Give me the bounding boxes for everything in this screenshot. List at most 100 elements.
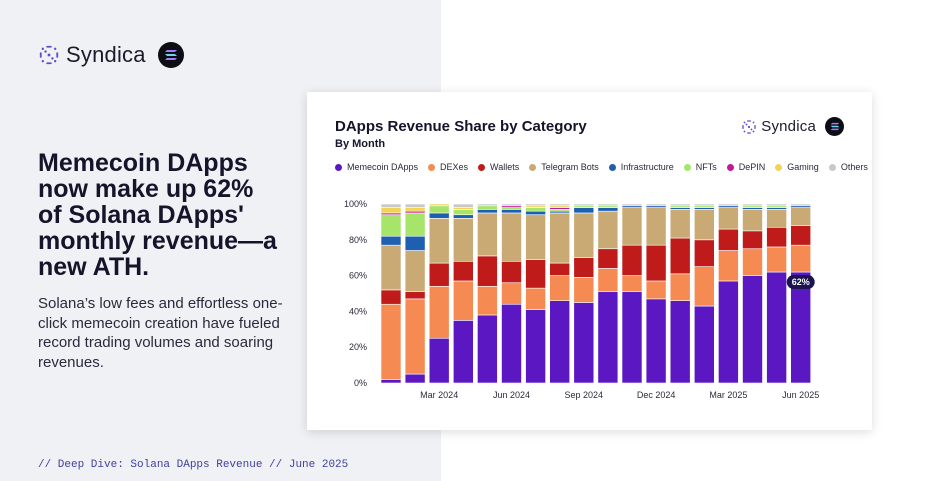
bar-segment-memecoin xyxy=(766,271,787,384)
solana-logo-icon xyxy=(157,42,184,68)
bar-segment-infrastructure xyxy=(477,209,498,214)
bar-segment-nfts xyxy=(453,209,474,216)
bar-segment-telegram xyxy=(573,212,595,258)
y-tick-label: 40% xyxy=(349,306,367,316)
bar-segment-memecoin xyxy=(621,291,643,384)
legend-item-nfts: NFTs xyxy=(683,162,717,172)
bar-segment-dexes xyxy=(693,266,715,307)
legend-swatch-others xyxy=(828,163,836,171)
bar-segment-dexes xyxy=(790,244,812,273)
legend-label-memecoin: Memecoin DApps xyxy=(347,162,419,172)
bar-segment-infrastructure xyxy=(380,235,402,246)
bar-segment-dexes xyxy=(742,248,763,276)
bar-segment-wallets xyxy=(549,262,570,276)
bar-segment-memecoin xyxy=(453,320,474,384)
bar-segment-telegram xyxy=(669,209,691,239)
bar-segment-others xyxy=(525,203,546,207)
bar-segment-memecoin xyxy=(573,302,595,384)
bar-segment-wallets xyxy=(477,255,498,287)
bar-segment-telegram xyxy=(549,212,570,264)
bar-segment-dexes xyxy=(404,298,426,375)
legend-swatch-depin xyxy=(726,163,734,171)
legend-swatch-memecoin xyxy=(335,163,342,171)
bar-segment-telegram xyxy=(693,209,715,241)
bar-segment-wallets xyxy=(790,225,812,246)
bar-segment-dexes xyxy=(501,282,522,305)
legend-item-wallets: Wallets xyxy=(478,162,519,172)
bar-segment-dexes xyxy=(718,250,739,282)
y-tick-label: 100% xyxy=(344,199,367,209)
bar-segment-dexes xyxy=(645,280,667,300)
legend-label-others: Others xyxy=(840,162,868,172)
legend-swatch-gaming xyxy=(775,163,783,171)
chart-legend: Memecoin DApps DEXes Wallets Telegram Bots I… xyxy=(335,162,878,172)
bar-segment-telegram xyxy=(501,212,522,262)
chart-title: DApps Revenue Share by Category xyxy=(335,118,587,135)
x-tick-label: Sep 2024 xyxy=(565,390,604,400)
bar-segment-infrastructure xyxy=(597,207,619,212)
bar-segment-telegram xyxy=(453,218,474,262)
syndica-logo-icon xyxy=(39,45,59,65)
bar-segment-wallets xyxy=(380,289,402,305)
bar-segment-infrastructure xyxy=(453,214,474,219)
bar-segment-others xyxy=(742,203,763,207)
legend-item-others: Others xyxy=(828,162,868,172)
bar-segment-telegram xyxy=(380,244,402,291)
bar-segment-wallets xyxy=(718,228,739,251)
bar-segment-telegram xyxy=(645,207,667,246)
bar-segment-dexes xyxy=(525,287,546,310)
bar-segment-memecoin xyxy=(525,309,546,384)
bar-segment-wallets xyxy=(573,257,595,278)
headline: Memecoin DApps now make up 62% of Solana… xyxy=(38,149,277,281)
bar-segment-others xyxy=(477,203,498,207)
bar-segment-nfts xyxy=(477,205,498,210)
bar-segment-dexes xyxy=(549,275,570,301)
bar-segment-dexes xyxy=(573,277,595,303)
bar-segment-others xyxy=(404,203,426,208)
bar-segment-others xyxy=(549,203,570,207)
bar-segment-infrastructure xyxy=(573,207,595,214)
bar-segment-telegram xyxy=(477,212,498,257)
legend-label-gaming: Gaming xyxy=(787,162,819,172)
legend-item-dexes: DEXes xyxy=(428,162,468,172)
solana-logo-icon xyxy=(825,117,844,136)
legend-label-dexes: DEXes xyxy=(440,162,469,172)
bar-segment-infrastructure xyxy=(501,209,522,214)
bar-segment-infrastructure xyxy=(428,212,450,219)
bar-segment-wallets xyxy=(742,230,763,250)
bar-segment-memecoin xyxy=(428,337,450,384)
bar-segment-memecoin xyxy=(501,303,522,384)
bar-segment-infrastructure xyxy=(404,235,426,251)
bar-segment-others xyxy=(501,203,522,207)
bar-segment-memecoin xyxy=(597,291,619,384)
bar-segment-others xyxy=(597,203,619,207)
bar-segment-dexes xyxy=(621,275,643,293)
card-brand-name: Syndica xyxy=(761,118,816,135)
legend-label-infrastructure: Infrastructure xyxy=(620,162,674,172)
legend-item-telegram: Telegram Bots xyxy=(529,162,599,172)
bar-segment-memecoin xyxy=(718,280,739,384)
bar-segment-dexes xyxy=(477,286,498,316)
bar-segment-memecoin xyxy=(693,305,715,384)
bar-segment-telegram xyxy=(525,214,546,260)
bar-segment-dexes xyxy=(597,268,619,293)
bar-segment-wallets xyxy=(621,244,643,276)
bar-segment-telegram xyxy=(718,207,739,230)
bar-segment-telegram xyxy=(428,218,450,264)
x-tick-label: Mar 2024 xyxy=(420,390,458,400)
bar-segment-others xyxy=(453,203,474,208)
chart-card: 0% 20% 40% 60% 80% 100% Mar 2024 Jun 2024 Sep 20… xyxy=(307,92,872,430)
bar-segment-memecoin xyxy=(380,379,402,384)
bar-segment-nfts xyxy=(380,214,402,237)
brand-name: Syndica xyxy=(66,42,146,67)
bar-segment-memecoin xyxy=(669,300,691,384)
x-tick-label: Mar 2025 xyxy=(709,390,747,400)
bar-segment-memecoin xyxy=(645,298,667,384)
bar-segment-dexes xyxy=(766,246,787,273)
bar-segment-dexes xyxy=(453,280,474,321)
bar-segment-wallets xyxy=(501,260,522,284)
bar-segment-memecoin xyxy=(404,373,426,384)
brand-logo: Syndica xyxy=(38,42,184,68)
subtext: Solana’s low fees and effortless one-cli… xyxy=(38,295,283,371)
bar-segment-others xyxy=(693,203,715,207)
